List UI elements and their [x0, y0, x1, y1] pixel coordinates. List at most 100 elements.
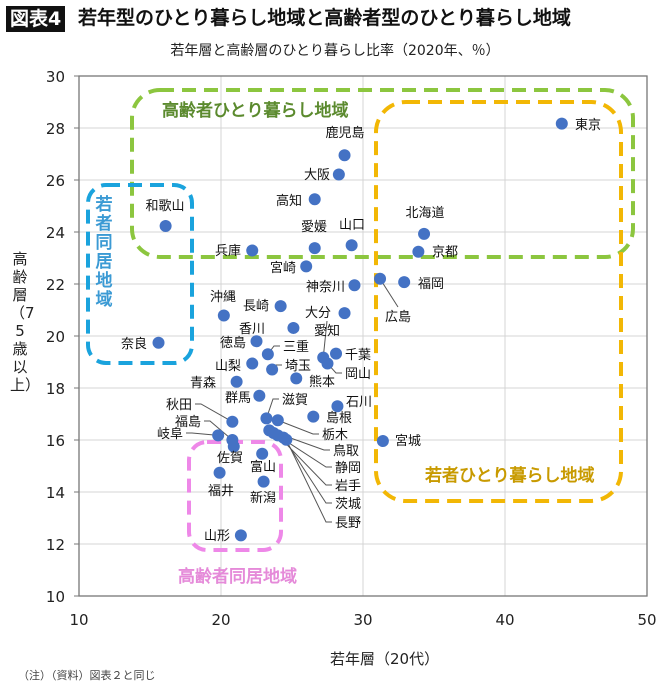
data-point: [348, 279, 361, 292]
y-tick-label: 22: [46, 276, 65, 294]
data-point: [345, 239, 358, 252]
figure-title: 若年型のひとり暮らし地域と高齢者型のひとり暮らし地域: [78, 7, 571, 29]
data-point: [152, 336, 165, 349]
data-label: 広島: [385, 310, 411, 325]
data-point: [332, 168, 345, 181]
data-label: 徳島: [220, 336, 246, 351]
data-label: 茨城: [335, 497, 361, 512]
y-tick-label: 10: [46, 588, 65, 606]
y-tick-label: 24: [46, 224, 65, 242]
data-label: 福岡: [418, 277, 444, 292]
data-label: 熊本: [309, 374, 335, 390]
data-label: 岩手: [335, 479, 361, 494]
data-label: 山口: [339, 218, 365, 233]
data-label: 三重: [283, 339, 309, 355]
y-tick-label: 28: [46, 120, 65, 138]
leader-line: [283, 437, 332, 504]
data-label: 滋賀: [282, 393, 308, 408]
data-point: [260, 412, 273, 425]
x-tick-label: 10: [69, 611, 88, 629]
data-label: 岡山: [345, 367, 371, 382]
data-label: 富山: [250, 459, 276, 475]
leader-line: [277, 434, 332, 486]
data-point: [266, 363, 279, 376]
figure-number-badge: 図表4: [6, 6, 66, 32]
data-label: 岐阜: [157, 426, 183, 442]
x-tick-label: 50: [637, 611, 656, 629]
y-tick-label: 18: [46, 380, 65, 398]
data-point: [226, 415, 239, 428]
region-young-cohabiting-label: 若者同居地域: [95, 194, 113, 310]
y-tick-label: 16: [46, 432, 65, 450]
region-elderly-living-alone-label: 高齢者ひとり暮らし地域: [162, 100, 349, 121]
data-label: 北海道: [405, 206, 444, 221]
data-label: 愛媛: [301, 220, 327, 235]
data-point: [308, 193, 321, 206]
data-point: [374, 272, 387, 285]
data-label: 京都: [432, 245, 458, 260]
data-label: 長崎: [243, 299, 269, 314]
data-point: [290, 372, 303, 385]
data-point: [280, 433, 293, 446]
data-point: [287, 321, 300, 334]
data-point: [307, 410, 320, 423]
data-point: [213, 466, 226, 479]
y-tick-label: 26: [46, 172, 65, 190]
data-label: 秋田: [166, 398, 192, 413]
data-label: 鳥取: [333, 444, 359, 459]
data-point: [261, 348, 274, 361]
data-label: 群馬: [225, 391, 251, 406]
data-label: 佐賀: [217, 451, 243, 466]
data-point: [398, 276, 411, 289]
chart-title: 若年層と高齢層のひとり暮らし比率（2020年、％）: [170, 43, 500, 59]
data-point: [227, 440, 240, 453]
data-label: 島根: [326, 411, 352, 426]
data-label: 福島: [175, 415, 201, 430]
data-label: 青森: [190, 376, 216, 391]
data-point: [246, 357, 259, 370]
data-label: 福井: [208, 484, 234, 499]
data-point: [230, 375, 243, 388]
data-point: [234, 529, 247, 542]
data-label: 千葉: [345, 348, 371, 363]
data-label: 大分: [305, 306, 331, 321]
data-point: [338, 149, 351, 162]
data-label: 奈良: [121, 336, 147, 352]
data-point: [217, 309, 230, 322]
data-label: 栃木: [322, 428, 348, 443]
data-label: 石川: [346, 395, 372, 410]
data-point: [256, 447, 269, 460]
data-label: 兵庫: [215, 244, 241, 259]
x-tick-label: 40: [495, 611, 514, 629]
data-point: [250, 335, 263, 348]
data-label: 埼玉: [285, 359, 311, 374]
region-young-living-alone-label: 若者ひとり暮らし地域: [424, 465, 595, 486]
data-label: 宮城: [395, 433, 421, 449]
data-label: 静岡: [335, 461, 361, 476]
region-elderly-cohabiting-label: 高齢者同居地域: [178, 566, 297, 587]
region-young-living-alone-box: [374, 100, 623, 503]
y-tick-label: 14: [46, 484, 65, 502]
data-point: [555, 117, 568, 130]
data-label: 神奈川: [306, 280, 345, 295]
leader-line: [265, 398, 279, 419]
data-label: 香川: [239, 322, 265, 337]
y-tick-label: 20: [46, 328, 65, 346]
data-point: [412, 245, 425, 258]
data-label: 和歌山: [145, 199, 184, 214]
x-tick-label: 30: [353, 611, 372, 629]
leader-line: [273, 432, 332, 468]
data-label: 高知: [276, 193, 302, 209]
region-elderly-living-alone-box: [130, 88, 635, 259]
data-label: 愛知: [314, 323, 340, 339]
data-point: [376, 435, 389, 448]
plot-frame: [78, 75, 648, 597]
data-point: [331, 400, 344, 413]
data-label: 大阪: [304, 168, 330, 183]
data-point: [257, 475, 270, 488]
y-tick-label: 12: [46, 536, 65, 554]
data-point: [418, 227, 431, 240]
data-point: [300, 260, 313, 273]
x-axis-label: 若年層（20代）: [330, 650, 440, 668]
